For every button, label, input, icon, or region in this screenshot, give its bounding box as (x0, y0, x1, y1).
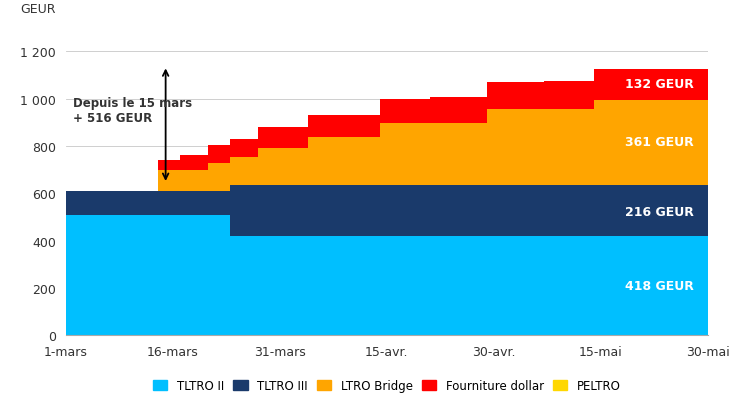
Text: GEUR: GEUR (20, 3, 56, 16)
Text: 361 GEUR: 361 GEUR (625, 135, 694, 148)
Text: 132 GEUR: 132 GEUR (625, 78, 694, 90)
Text: 418 GEUR: 418 GEUR (625, 280, 694, 292)
Text: 216 GEUR: 216 GEUR (625, 205, 694, 218)
Legend: TLTRO II, TLTRO III, LTRO Bridge, Fourniture dollar, PELTRO: TLTRO II, TLTRO III, LTRO Bridge, Fourni… (148, 375, 626, 397)
Text: Depuis le 15 mars
+ 516 GEUR: Depuis le 15 mars + 516 GEUR (73, 97, 192, 125)
